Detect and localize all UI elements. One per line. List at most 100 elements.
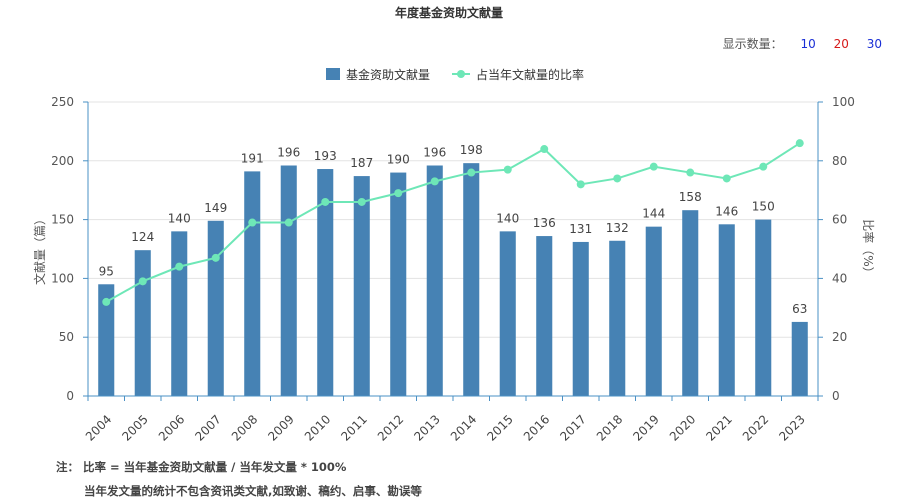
x-tick-label: 2017 [557,412,588,443]
legend-line-marker[interactable] [457,70,465,78]
legend-bar-swatch[interactable] [326,68,340,80]
display-count-option-10[interactable]: 10 [800,37,816,51]
line-point [613,174,622,183]
bar [134,250,151,396]
bar-value-label: 144 [642,207,665,221]
bar-value-label: 140 [496,211,519,225]
bar-value-label: 95 [99,264,114,278]
line-point [175,262,184,271]
bar-series [98,163,808,396]
chart-title: 年度基金资助文献量 [394,6,503,20]
y-tick-label: 250 [51,95,74,109]
line-point [138,277,147,286]
x-tick-label: 2006 [156,412,187,443]
display-count-label: 显示数量： [722,37,783,51]
bar [718,224,735,396]
line-point [211,253,220,262]
line-series [102,139,804,306]
line-point [722,174,731,183]
line-point [430,177,439,186]
bar [171,231,188,396]
ratio-line [105,142,801,303]
bar-value-label: 150 [752,200,775,214]
y2-tick-label: 60 [832,213,847,227]
line-point [540,145,549,154]
x-tick-label: 2008 [229,412,260,443]
bar-value-label: 196 [423,146,446,160]
bar [682,210,699,396]
legend-line-label[interactable]: 占当年文献量的比率 [476,67,584,82]
line-point [321,197,330,206]
bar [645,226,662,396]
x-tick-label: 2023 [776,412,807,443]
y2-tick-label: 40 [832,271,847,285]
line-point [795,139,804,148]
x-tick-label: 2013 [411,412,442,443]
footnote-exclusion: 当年发文量的统计不包含资讯类文献,如致谢、稿约、启事、勘误等 [84,484,422,498]
bar-value-label: 140 [168,211,191,225]
bar-value-label: 124 [131,230,154,244]
display-count-selector: 显示数量： 10 20 30 [723,35,882,52]
bar-value-label: 187 [350,156,373,170]
legend-bar-label[interactable]: 基金资助文献量 [346,67,430,82]
x-tick-label: 2010 [302,412,333,443]
bar-value-label: 190 [387,153,410,167]
x-tick-label: 2020 [667,412,698,443]
display-count-option-30[interactable]: 30 [866,37,882,51]
x-tick-label: 2014 [448,412,479,443]
bar [791,321,808,396]
y-tick-label: 150 [51,213,74,227]
y2-tick-label: 20 [832,330,847,344]
bar [207,220,224,396]
line-point [357,197,366,206]
bar [463,163,480,396]
x-tick-label: 2009 [265,412,296,443]
footnote-ratio: 注： 比率 = 当年基金资助文献量 / 当年发文量 * 100% [56,460,347,474]
bar [244,171,261,396]
line-point [284,218,293,227]
y2-axis-title: 比率（%） [861,219,876,278]
bar [426,165,443,396]
x-tick-label: 2004 [83,412,114,443]
line-point [394,189,403,198]
bar [536,236,553,396]
line-point [248,218,257,227]
bar-value-label: 149 [204,201,227,215]
x-tick-label: 2011 [338,412,369,443]
bar-value-label: 63 [792,302,807,316]
line-point [467,168,476,177]
bar [572,241,589,396]
y2-tick-label: 80 [832,154,847,168]
chart-axes: 0 50 100 150 200 250 0 20 40 60 80 100 文献量（篇） 比率（%） 20… [32,95,876,444]
x-tick-label: 2016 [521,412,552,443]
bar-value-label: 193 [314,149,337,163]
display-count-option-20[interactable]: 20 [833,37,849,51]
bar-value-label: 131 [569,222,592,236]
x-tick-label: 2022 [740,412,771,443]
x-tick-label: 2018 [594,412,625,443]
y-axis-title: 文献量（篇） [32,213,47,285]
bar [609,240,626,396]
bar-data-labels: 95 124 140 149 191 196 193 187 190 196 198 140 136 13… [99,143,808,316]
bar-value-label: 198 [460,143,483,157]
bar [499,231,516,396]
bar-value-label: 136 [533,216,556,230]
y-tick-label: 0 [66,389,74,403]
bar [353,176,370,396]
bar-value-label: 132 [606,221,629,235]
bar-value-label: 196 [277,146,300,160]
bar-value-label: 158 [679,190,702,204]
bar [390,172,407,396]
line-point [686,168,695,177]
x-tick-label: 2021 [703,412,734,443]
y-tick-label: 200 [51,154,74,168]
chart-legend: 基金资助文献量 占当年文献量的比率 [326,67,584,82]
line-point [102,297,111,306]
y2-tick-label: 100 [832,95,855,109]
line-point [649,162,658,171]
bar [98,284,115,396]
x-tick-label: 2019 [630,412,661,443]
bar [755,219,772,396]
bar-value-label: 146 [715,204,738,218]
chart-grid [88,101,818,338]
